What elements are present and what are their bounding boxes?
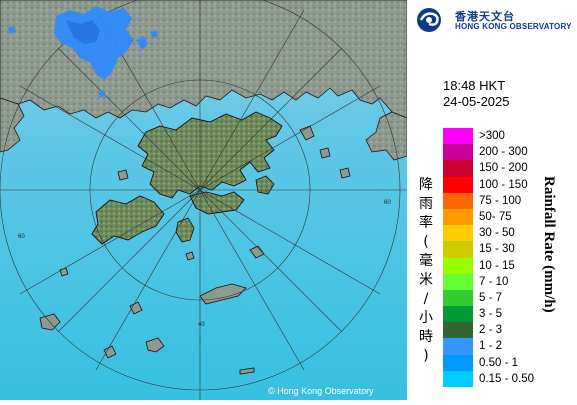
legend-label: 0.50 - 1 xyxy=(479,356,518,369)
small-islands xyxy=(39,125,351,375)
legend-label: 3 - 5 xyxy=(479,308,503,321)
legend-label: 150 - 200 xyxy=(479,162,528,175)
legend-label: 10 - 15 xyxy=(479,259,515,272)
legend-swatch xyxy=(443,128,473,145)
legend-swatch xyxy=(443,306,473,323)
legend-label: 7 - 10 xyxy=(479,275,509,288)
radar-map: 60 60 40 xyxy=(0,0,408,400)
legend-row: 2 - 3 xyxy=(443,322,573,339)
legend-row: 50- 75 xyxy=(443,208,573,226)
legend-row: 150 - 200 xyxy=(443,160,573,177)
radar-date: 24-05-2025 xyxy=(443,94,510,109)
legend-swatch xyxy=(443,257,473,274)
legend-label: 15 - 30 xyxy=(479,243,515,256)
legend-row: 0.15 - 0.50 xyxy=(443,370,573,387)
hk-island xyxy=(189,191,245,215)
legend-row: 75 - 100 xyxy=(443,192,573,209)
legend-label: 1 - 2 xyxy=(479,340,503,353)
legend-label: >300 xyxy=(479,130,505,142)
org-name-en: HONG KONG OBSERVATORY xyxy=(455,22,572,31)
legend-row: 5 - 7 xyxy=(443,289,573,307)
info-panel: 香港天文台 HONG KONG OBSERVATORY 18:48 HKT 24… xyxy=(407,0,577,400)
ring-label-east: 60 xyxy=(384,200,391,206)
legend-row: 1 - 2 xyxy=(443,338,573,355)
legend-row: >300 xyxy=(443,128,573,145)
ring-label-south: 40 xyxy=(198,322,205,328)
hong-kong-main xyxy=(137,111,283,199)
hko-logo: 香港天文台 HONG KONG OBSERVATORY xyxy=(415,6,575,36)
legend-swatch xyxy=(443,176,473,193)
legend-label: 2 - 3 xyxy=(479,324,503,337)
legend-swatch xyxy=(443,241,473,258)
legend-swatch xyxy=(443,322,473,339)
rain-echo xyxy=(8,6,158,98)
radar-time: 18:48 HKT xyxy=(443,78,506,93)
org-name-zh: 香港天文台 xyxy=(455,10,515,23)
legend-label: 5 - 7 xyxy=(479,291,503,304)
legend-row: 30 - 50 xyxy=(443,225,573,242)
legend-label: 50- 75 xyxy=(479,210,512,223)
legend-swatch xyxy=(443,273,473,290)
legend-row: 100 - 150 xyxy=(443,176,573,193)
range-rings xyxy=(0,0,407,400)
rainfall-legend: >300 200 - 300 150 - 200 100 - 150 75 - 100 5… xyxy=(443,128,573,387)
legend-row: 200 - 300 xyxy=(443,144,573,161)
legend-swatch xyxy=(443,370,473,387)
west-coast xyxy=(0,97,25,153)
legend-swatch xyxy=(443,192,473,209)
legend-swatch xyxy=(443,354,473,371)
legend-label: 30 - 50 xyxy=(479,227,515,240)
legend-row: 7 - 10 xyxy=(443,273,573,290)
ring-label-west: 60 xyxy=(18,234,25,240)
legend-swatch xyxy=(443,225,473,242)
legend-label: 200 - 300 xyxy=(479,146,528,159)
legend-swatch xyxy=(443,338,473,355)
legend-swatch xyxy=(443,144,473,161)
legend-swatch xyxy=(443,160,473,177)
legend-title-en: Rainfall Rate (mm/h) xyxy=(541,176,557,313)
copyright-notice: © Hong Kong Observatory xyxy=(268,386,374,396)
legend-row: 15 - 30 xyxy=(443,241,573,258)
radar-map-canvas: 60 60 40 xyxy=(0,0,408,400)
legend-swatch xyxy=(443,289,473,307)
east-peninsula xyxy=(365,111,408,161)
legend-label: 0.15 - 0.50 xyxy=(479,372,534,385)
legend-row: 3 - 5 xyxy=(443,306,573,323)
legend-swatch xyxy=(443,208,473,226)
legend-title-zh: 降雨率(毫米 / 小時) xyxy=(419,177,433,364)
legend-label: 100 - 150 xyxy=(479,178,528,191)
hko-swirl-logo-icon xyxy=(417,8,441,32)
legend-label: 75 - 100 xyxy=(479,194,522,207)
lantau-island xyxy=(91,195,165,245)
legend-row: 10 - 15 xyxy=(443,257,573,274)
legend-row: 0.50 - 1 xyxy=(443,354,573,371)
